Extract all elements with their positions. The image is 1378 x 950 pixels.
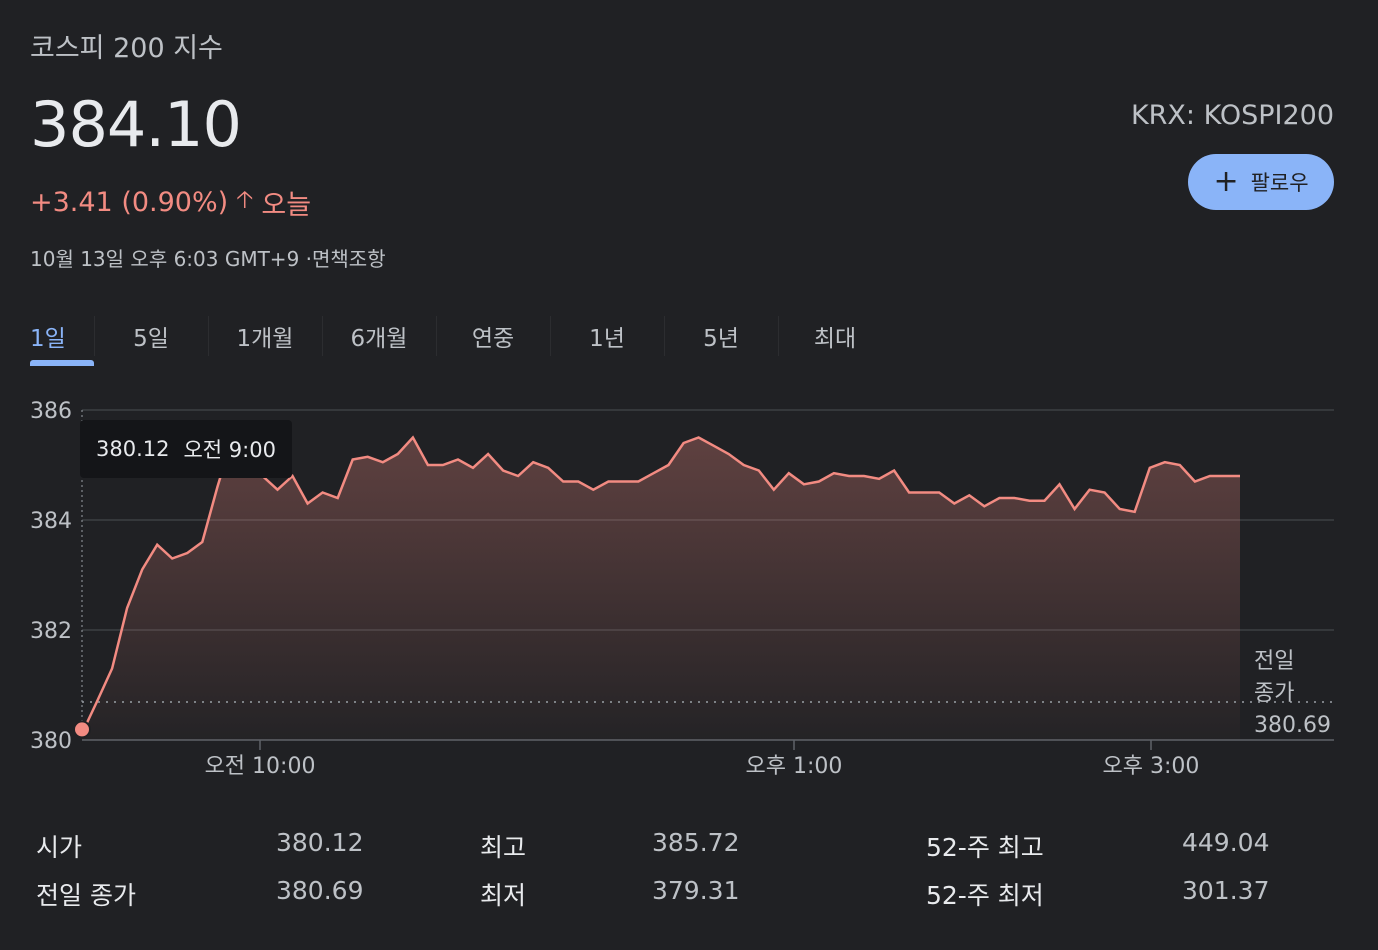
y-tick-label: 382 [30, 619, 72, 644]
stat-value-low: 379.31 [652, 876, 740, 905]
follow-button[interactable]: + 팔로우 [1188, 154, 1334, 210]
area-fill [82, 437, 1240, 740]
y-tick-label: 380 [30, 729, 72, 754]
page-title: 코스피 200 지수 [30, 33, 223, 64]
stat-label-high: 최고 [480, 833, 527, 862]
prev-close-value: 380.69 [1254, 713, 1331, 738]
tab-6m[interactable]: 6개월 [322, 306, 436, 366]
price-chart[interactable]: 386 384 382 380 오전 10:00 오후 1:00 오후 3:00 전일 종… [0, 380, 1378, 800]
tab-max[interactable]: 최대 [778, 306, 892, 366]
tab-1d[interactable]: 1일 [30, 306, 94, 366]
timestamp-disclaimer[interactable]: 10월 13일 오후 6:03 GMT+9 ·면책조항 [30, 247, 386, 271]
range-tabs: 1일 5일 1개월 6개월 연중 1년 5년 최대 [30, 306, 892, 366]
tab-ytd[interactable]: 연중 [436, 306, 550, 366]
ticker-symbol: KRX: KOSPI200 [1130, 100, 1334, 131]
x-tick-label: 오전 10:00 [205, 754, 316, 779]
stat-value-prev-close: 380.69 [276, 876, 364, 905]
plus-icon: + [1213, 164, 1239, 199]
current-price: 384.10 [30, 88, 242, 161]
prev-close-label-line1: 전일 [1254, 649, 1294, 674]
x-tick-label: 오후 3:00 [1103, 754, 1200, 779]
tab-5d[interactable]: 5일 [94, 306, 208, 366]
stat-label-low: 최저 [480, 881, 527, 910]
tab-1y[interactable]: 1년 [550, 306, 664, 366]
change-period: 오늘 [261, 190, 312, 221]
stat-value-52w-low: 301.37 [1182, 876, 1270, 905]
tab-5y[interactable]: 5년 [664, 306, 778, 366]
price-change: +3.41 (0.90%) 🡡 오늘 [30, 182, 311, 223]
stat-value-52w-high: 449.04 [1182, 828, 1270, 857]
tooltip-value: 380.12 [96, 437, 170, 461]
stat-label-prev-close: 전일 종가 [36, 881, 136, 910]
tooltip-time: 오전 9:00 [183, 438, 276, 462]
stat-label-open: 시가 [36, 833, 83, 862]
stat-value-open: 380.12 [276, 828, 364, 857]
arrow-up-icon: 🡡 [236, 185, 254, 213]
x-tick-label: 오후 1:00 [746, 754, 843, 779]
hover-point [73, 720, 91, 739]
y-tick-label: 384 [30, 509, 72, 534]
change-value: +3.41 (0.90%) [30, 187, 229, 218]
chart-tooltip: 380.12 오전 9:00 [80, 420, 292, 478]
stat-value-high: 385.72 [652, 828, 740, 857]
prev-close-label-line2: 종가 [1254, 681, 1294, 706]
follow-label: 팔로우 [1250, 171, 1309, 195]
price-line [80, 434, 1240, 734]
tab-1m[interactable]: 1개월 [208, 306, 322, 366]
stat-label-52w-low: 52-주 최저 [926, 881, 1044, 910]
y-tick-label: 386 [30, 399, 72, 424]
stat-label-52w-high: 52-주 최고 [926, 833, 1044, 862]
